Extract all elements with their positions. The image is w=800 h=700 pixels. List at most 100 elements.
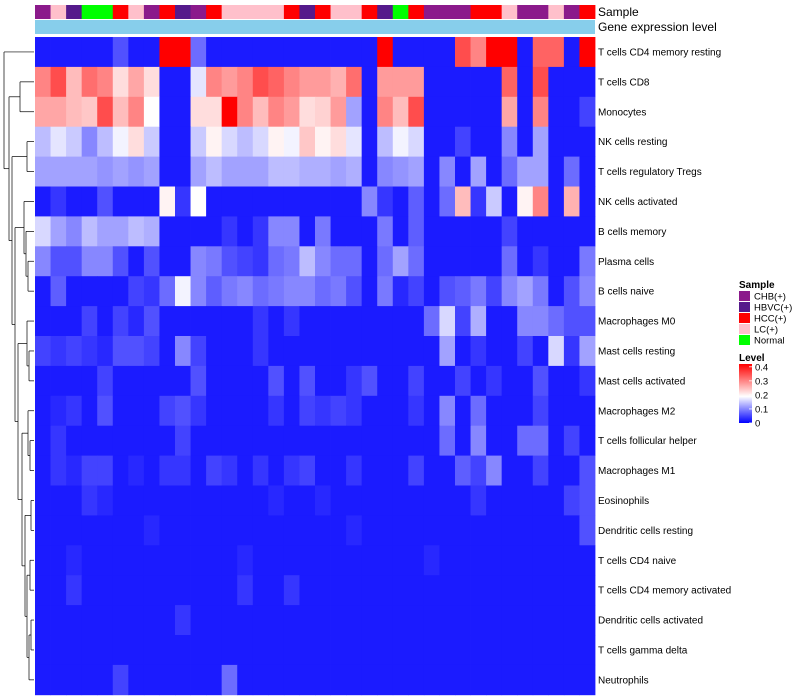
heatmap-cell <box>563 545 580 576</box>
heatmap-cell <box>486 664 503 696</box>
row-label: Dendritic cells activated <box>598 616 703 627</box>
heatmap-cell <box>128 395 145 427</box>
heatmap-cell <box>501 515 518 546</box>
heatmap-cell <box>283 485 300 516</box>
heatmap-cell <box>346 605 363 636</box>
heatmap-cell <box>128 336 145 367</box>
heatmap-cell <box>548 246 565 277</box>
heatmap-cell <box>377 276 394 307</box>
level-tick-label: 0.1 <box>755 404 768 415</box>
heatmap-cell <box>206 365 223 397</box>
heatmap-cell <box>486 575 503 606</box>
heatmap-cell <box>268 395 285 427</box>
heatmap-cell <box>579 395 596 427</box>
heatmap-cell <box>159 66 176 98</box>
heatmap-cell <box>190 545 207 576</box>
heatmap-cell <box>190 515 207 546</box>
heatmap-cell <box>563 276 580 307</box>
sample-annotation-cell <box>237 5 254 19</box>
heatmap-cell <box>143 395 160 427</box>
heatmap-cell <box>346 365 363 397</box>
heatmap-cell <box>377 664 394 696</box>
heatmap-cell <box>408 635 425 666</box>
heatmap-cell <box>501 336 518 367</box>
heatmap-cell <box>470 186 487 217</box>
heatmap-cell <box>237 216 254 247</box>
heatmap-cell <box>206 96 223 128</box>
heatmap-cell <box>206 126 223 157</box>
heatmap-cell <box>206 186 223 217</box>
heatmap-cell <box>486 186 503 217</box>
heatmap-cell <box>81 37 98 68</box>
heatmap-cell <box>112 485 129 516</box>
heatmap-cell <box>455 455 471 486</box>
heatmap-cell <box>439 515 456 546</box>
heatmap-cell <box>346 96 363 128</box>
row-label: T cells CD4 naive <box>598 556 677 567</box>
row-label: T cells CD8 <box>598 77 650 88</box>
heatmap-cell <box>190 276 207 307</box>
heatmap-cell <box>315 455 331 486</box>
heatmap-cell <box>439 216 456 247</box>
heatmap-cell <box>159 216 176 247</box>
heatmap-cell <box>159 37 176 68</box>
heatmap-cell <box>221 186 238 217</box>
heatmap-cell <box>81 635 98 666</box>
heatmap-cell <box>423 395 440 427</box>
heatmap-cell <box>81 605 98 636</box>
heatmap-cell <box>268 156 285 187</box>
heatmap-cell <box>283 515 300 546</box>
heatmap-cell <box>548 216 565 247</box>
heatmap-cell <box>377 306 394 337</box>
heatmap-cell <box>532 575 549 606</box>
heatmap-cell <box>470 395 487 427</box>
heatmap-cell <box>439 635 456 666</box>
heatmap-cell <box>50 37 67 68</box>
sample-annotation-cell <box>97 5 114 19</box>
heatmap-cell <box>392 276 409 307</box>
heatmap-cell <box>346 66 363 98</box>
heatmap-cell <box>66 276 83 307</box>
heatmap-cell <box>486 156 503 187</box>
heatmap-cell <box>221 664 238 696</box>
heatmap-cell <box>563 635 580 666</box>
heatmap-cell <box>548 186 565 217</box>
heatmap-cell <box>81 306 98 337</box>
heatmap-cell <box>517 605 534 636</box>
heatmap-cell <box>299 395 316 427</box>
heatmap-cell <box>252 126 269 157</box>
heatmap-cell <box>470 485 487 516</box>
heatmap-cell <box>237 635 254 666</box>
heatmap-cell <box>455 246 471 277</box>
heatmap-cell <box>423 425 440 456</box>
sample-legend-label: LC(+) <box>754 325 778 336</box>
heatmap-cell <box>35 66 51 98</box>
heatmap-cell <box>377 37 394 68</box>
heatmap-cell <box>128 96 145 128</box>
heatmap-cell <box>486 635 503 666</box>
heatmap-cell <box>66 395 83 427</box>
heatmap-cell <box>50 485 67 516</box>
sample-annotation-cell <box>548 5 565 19</box>
heatmap-cell <box>237 605 254 636</box>
heatmap-cell <box>501 545 518 576</box>
heatmap-cell <box>221 336 238 367</box>
heatmap-cell <box>237 395 254 427</box>
heatmap-cell <box>159 575 176 606</box>
heatmap-cell <box>81 126 98 157</box>
heatmap-cell <box>112 425 129 456</box>
heatmap-cell <box>112 96 129 128</box>
heatmap-cell <box>252 664 269 696</box>
heatmap-cell <box>159 485 176 516</box>
heatmap-cell <box>299 575 316 606</box>
heatmap-cell <box>252 96 269 128</box>
heatmap-cell <box>128 126 145 157</box>
heatmap-cell <box>283 575 300 606</box>
heatmap-cell <box>439 485 456 516</box>
heatmap-cell <box>377 395 394 427</box>
heatmap-cell <box>517 395 534 427</box>
heatmap-cell <box>579 306 596 337</box>
heatmap-cell <box>501 126 518 157</box>
heatmap-cell <box>128 635 145 666</box>
heatmap-cell <box>268 605 285 636</box>
